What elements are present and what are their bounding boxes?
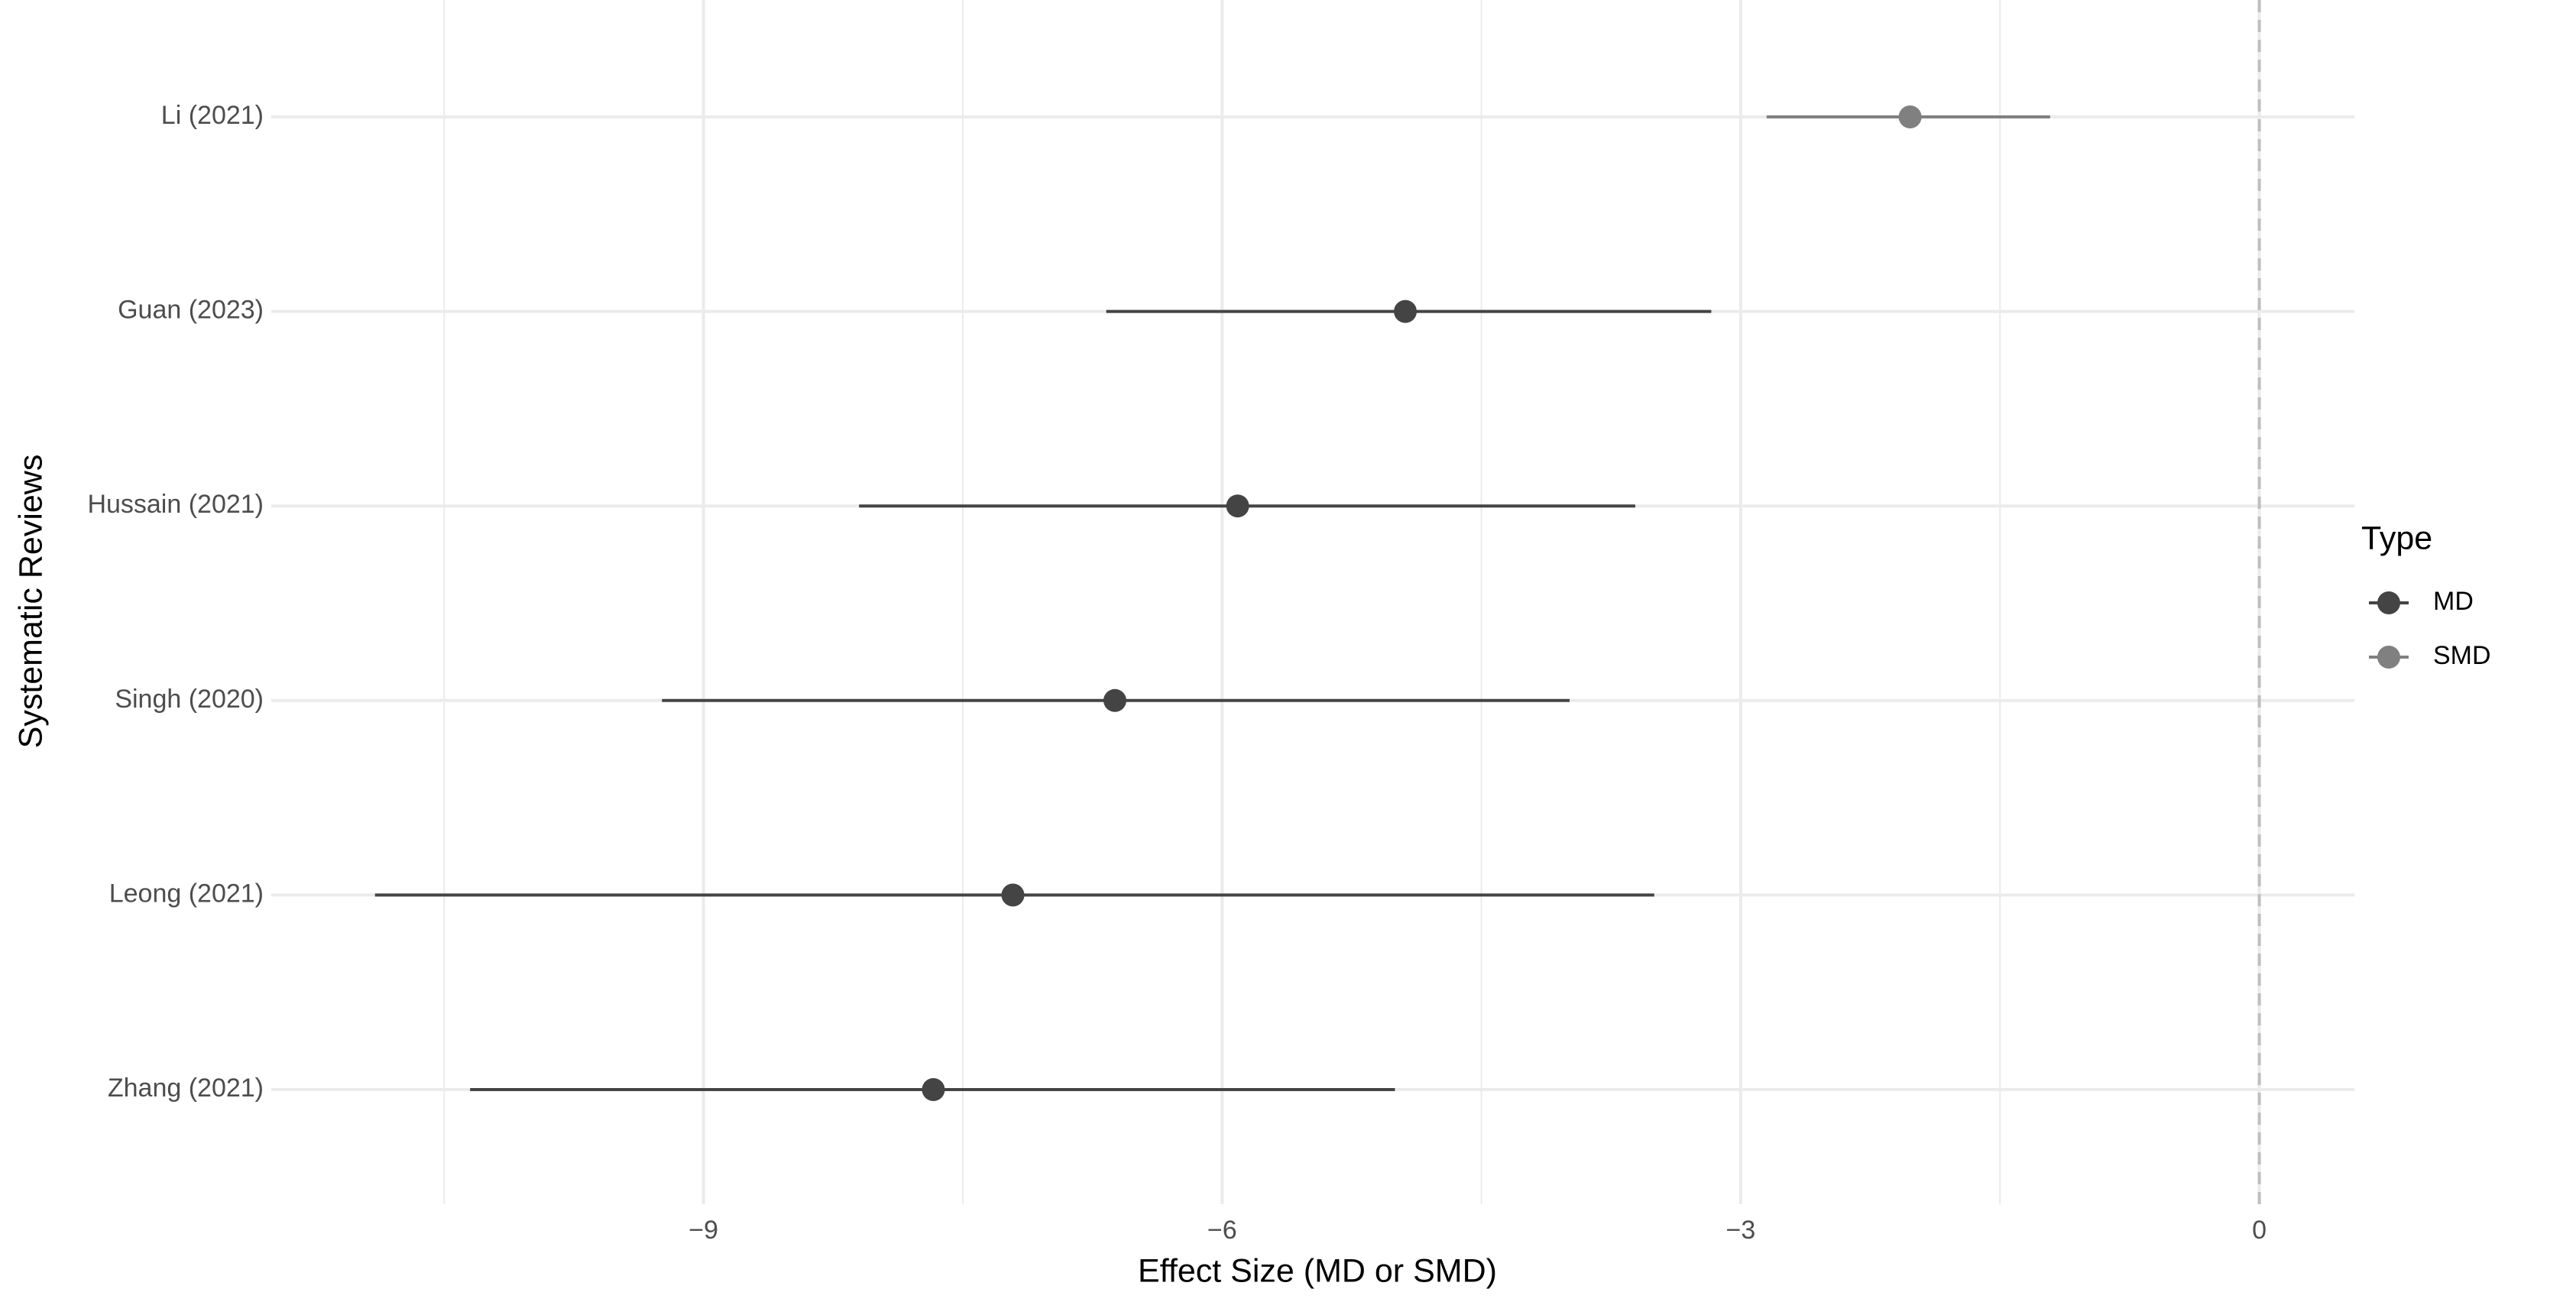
y-tick-label: Guan (2023) [118, 296, 264, 325]
y-tick-label: Zhang (2021) [108, 1074, 264, 1103]
x-tick-label: −9 [689, 1216, 718, 1245]
x-tick-label: −3 [1726, 1216, 1756, 1245]
point [922, 1078, 945, 1101]
x-tick-label: −6 [1207, 1216, 1237, 1245]
point [1898, 105, 1922, 128]
y-axis-title: Systematic Reviews [12, 455, 49, 749]
y-tick-label: Leong (2021) [109, 879, 264, 908]
legend-key-point [2377, 591, 2400, 614]
x-tick-label: 0 [2252, 1216, 2267, 1245]
legend-title: Type [2361, 520, 2432, 556]
point [1103, 688, 1126, 712]
x-axis-title: Effect Size (MD or SMD) [1138, 1252, 1497, 1289]
legend-key-point [2377, 646, 2400, 669]
point [1001, 883, 1025, 907]
point [1394, 300, 1418, 323]
y-tick-label: Hussain (2021) [87, 490, 264, 519]
legend-label: SMD [2433, 641, 2491, 670]
y-tick-label: Li (2021) [161, 101, 264, 130]
y-tick-label: Singh (2020) [115, 685, 264, 714]
legend-label: MD [2433, 587, 2474, 616]
point [1226, 494, 1249, 518]
